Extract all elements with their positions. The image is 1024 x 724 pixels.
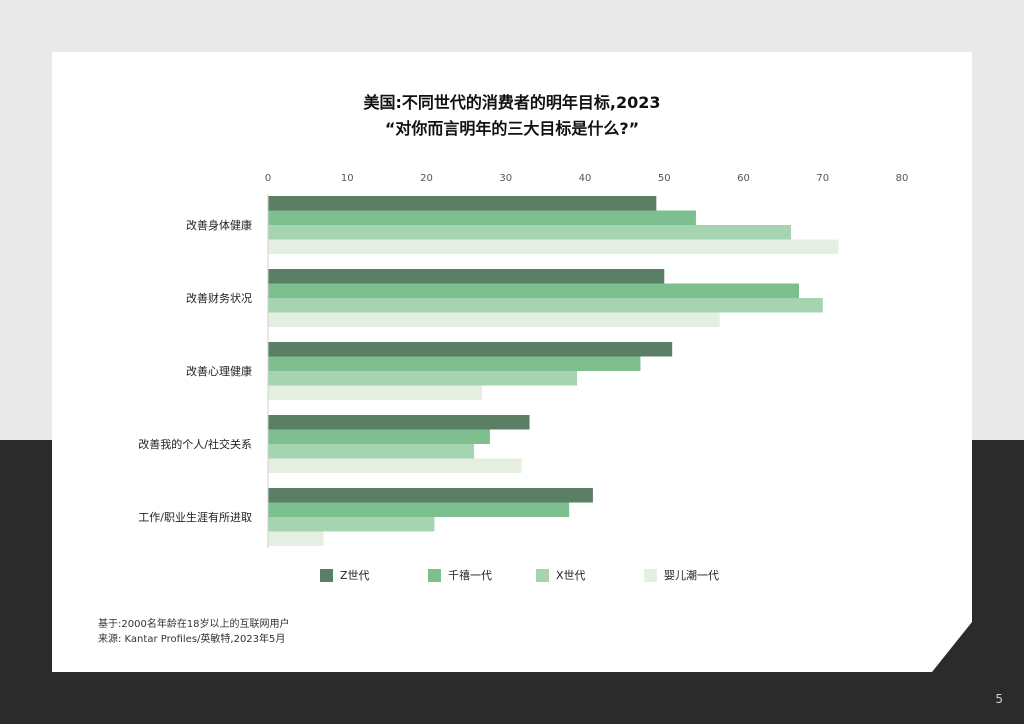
- x-tick-label: 40: [579, 173, 592, 184]
- x-tick-label: 50: [658, 173, 671, 184]
- legend-swatch: [428, 568, 441, 582]
- x-tick-label: 70: [816, 173, 829, 184]
- bar: [268, 225, 792, 240]
- x-tick-label: 20: [420, 173, 433, 184]
- page-number: 5: [995, 692, 1003, 706]
- bar: [268, 312, 720, 327]
- base-note: 基于:2000名年龄在18岁以上的互联网用户: [98, 619, 290, 630]
- bar: [268, 239, 839, 254]
- legend-item: Z世代: [320, 567, 428, 583]
- bar: [268, 444, 475, 459]
- x-tick-label: 10: [341, 173, 354, 184]
- bar: [268, 342, 673, 357]
- bar: [268, 196, 657, 211]
- bar: [268, 298, 823, 313]
- bar: [268, 283, 799, 298]
- legend-swatch: [644, 568, 657, 582]
- category-label: 改善身体健康: [186, 218, 252, 232]
- bar: [268, 458, 522, 473]
- bar: [268, 269, 665, 284]
- x-tick-label: 30: [499, 173, 512, 184]
- bar: [268, 371, 578, 386]
- bar: [268, 429, 490, 444]
- x-tick-label: 80: [896, 173, 909, 184]
- legend-swatch: [536, 568, 549, 582]
- category-label: 工作/职业生涯有所进取: [138, 510, 252, 524]
- legend-label: Z世代: [340, 569, 370, 582]
- chart-card: 美国:不同世代的消费者的明年目标,2023 “对你而言明年的三大目标是什么?” …: [52, 52, 972, 672]
- chart-subtitle: “对你而言明年的三大目标是什么?”: [384, 119, 640, 138]
- legend-item: X世代: [536, 567, 644, 583]
- bar: [268, 502, 570, 517]
- bar: [268, 517, 435, 532]
- legend-swatch: [320, 568, 333, 582]
- bar: [268, 210, 696, 225]
- legend-item: 千禧一代: [428, 567, 536, 583]
- legend-label: 千禧一代: [448, 569, 492, 582]
- bar: [268, 415, 530, 430]
- chart-title: 美国:不同世代的消费者的明年目标,2023: [363, 93, 661, 112]
- x-tick-label: 60: [737, 173, 750, 184]
- legend-label: X世代: [556, 569, 586, 582]
- x-tick-label: 0: [265, 173, 271, 184]
- bar: [268, 385, 482, 400]
- legend-item: 婴儿潮一代: [644, 567, 752, 583]
- legend-label: 婴儿潮一代: [664, 569, 719, 582]
- category-label: 改善心理健康: [186, 364, 252, 378]
- bar-chart: 0 10 20 30 40 50 60 70 80 改善身体健康改善财务状况改善心理健康改善我的…: [138, 173, 909, 548]
- category-label: 改善我的个人/社交关系: [138, 437, 252, 451]
- bar: [268, 356, 641, 371]
- bar: [268, 488, 593, 503]
- legend: Z世代 千禧一代 X世代 婴儿潮一代: [320, 567, 752, 583]
- bar: [268, 531, 324, 546]
- source-note: 来源: Kantar Profiles/英敏特,2023年5月: [98, 634, 286, 645]
- category-label: 改善财务状况: [186, 291, 252, 305]
